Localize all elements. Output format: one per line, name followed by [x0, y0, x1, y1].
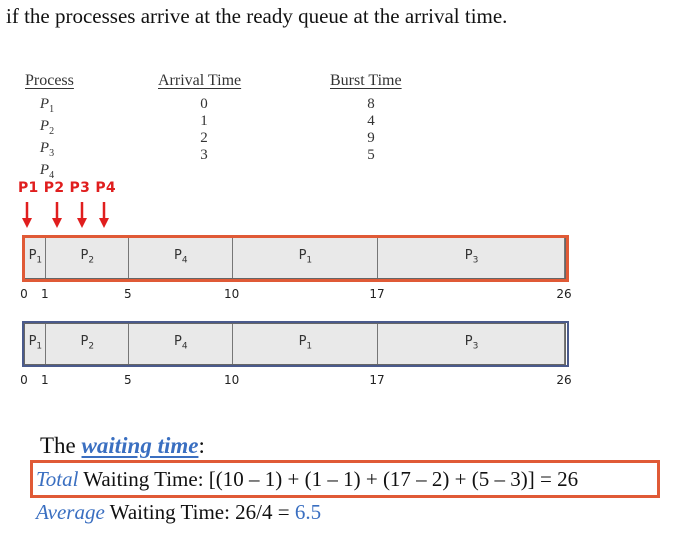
process-cell: P2 — [39, 118, 55, 137]
arrow-down-icon — [52, 202, 62, 228]
waiting-time-title: The waiting time: — [40, 433, 205, 458]
gantt-segment — [25, 324, 46, 364]
header-arrival: Arrival Time — [158, 72, 242, 89]
gantt-segment-label: P1 — [298, 334, 313, 352]
arrow-down-icon — [22, 202, 32, 228]
burst-cell: 8 — [367, 96, 375, 112]
gantt-tick-label: 1 — [40, 373, 49, 387]
gantt-segment-label: P2 — [80, 248, 95, 266]
highlight-frame — [22, 235, 569, 282]
intro-text: if the processes arrive at the ready que… — [6, 4, 508, 28]
total-waiting-line: Total Waiting Time: [(10 – 1) + (1 – 1) … — [36, 467, 579, 491]
burst-column: 8 4 9 5 — [356, 96, 386, 164]
gantt-segment — [378, 324, 565, 364]
arrival-column: 0 1 2 3 — [189, 96, 219, 164]
gantt-tick-label: 17 — [369, 287, 385, 301]
gantt-tick-label: 5 — [124, 287, 132, 301]
gantt-tick-label: 26 — [556, 373, 572, 387]
gantt-frame — [22, 321, 569, 367]
gantt-segment-label: P1 — [28, 334, 43, 352]
gantt-tick-label: 0 — [20, 373, 28, 387]
gantt-segment-label: P3 — [464, 334, 479, 352]
gantt-segment — [233, 238, 379, 278]
arrival-cell: 2 — [200, 130, 208, 146]
gantt-segment-label: P3 — [464, 248, 479, 266]
gantt-tick-label: 5 — [124, 373, 132, 387]
gantt-chart: P1 P2 P4 P1 P3 — [24, 323, 566, 365]
gantt-segment-label: P4 — [173, 248, 188, 266]
gantt-tick-label: 0 — [20, 287, 28, 301]
header-burst: Burst Time — [330, 72, 402, 89]
arrow-down-icon — [99, 202, 109, 228]
arrow-down-icon — [77, 202, 87, 228]
header-process: Process — [25, 72, 74, 89]
process-column: P1 P2 P3 P4 — [32, 96, 62, 184]
gantt-segment-label: P1 — [28, 248, 43, 266]
burst-cell: 4 — [367, 113, 375, 129]
gantt-segment — [378, 238, 565, 278]
arrival-labels: P1 P2 P3 P4 — [18, 180, 116, 196]
average-waiting-line: Average Waiting Time: 26/4 = 6.5 — [36, 500, 322, 524]
process-cell: P1 — [39, 96, 55, 115]
gantt-segment — [233, 324, 379, 364]
gantt-segment — [25, 238, 46, 278]
gantt-segment-label: P2 — [80, 334, 95, 352]
gantt-segment — [46, 324, 129, 364]
gantt-tick-label: 1 — [40, 287, 49, 301]
process-cell: P3 — [39, 140, 55, 159]
gantt-tick-label: 26 — [556, 287, 572, 301]
gantt-segment-label: P4 — [173, 334, 188, 352]
gantt-tick-label: 10 — [224, 373, 240, 387]
arrival-cell: 0 — [200, 96, 208, 112]
gantt-segment-label: P1 — [298, 248, 313, 266]
arrival-cell: 1 — [200, 113, 208, 129]
gantt-segment — [129, 238, 233, 278]
arrival-cell: 3 — [200, 147, 208, 163]
process-cell: P4 — [39, 162, 55, 181]
burst-cell: 5 — [367, 147, 375, 163]
total-highlight-frame — [30, 460, 660, 498]
gantt-tick-label: 10 — [224, 287, 240, 301]
gantt-segment — [129, 324, 233, 364]
gantt-tick-label: 17 — [369, 373, 385, 387]
gantt-segment — [46, 238, 129, 278]
burst-cell: 9 — [367, 130, 375, 146]
